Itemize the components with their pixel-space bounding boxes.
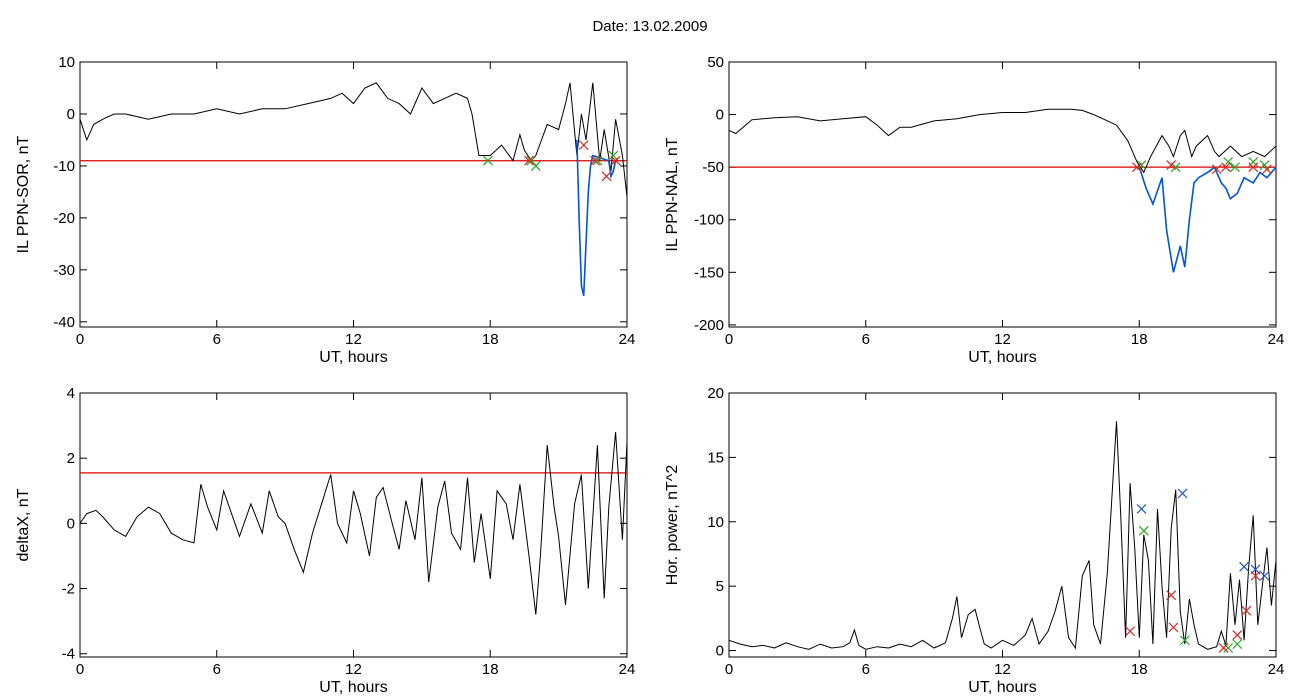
- chart-nal-ytick-label: 50: [707, 54, 724, 71]
- chart-power-marker: [1241, 605, 1252, 616]
- chart-nal-marker: [1248, 162, 1259, 173]
- chart-deltax-xtick-label: 18: [482, 661, 499, 678]
- chart-sor-series-line: [79, 82, 628, 198]
- chart-deltax-xtick-label: 12: [345, 661, 362, 678]
- chart-nal-frame: [728, 61, 1277, 328]
- chart-power-frame: [728, 392, 1277, 658]
- chart-nal-marker: [1220, 162, 1231, 173]
- chart-nal-xtick-label: 12: [994, 331, 1011, 348]
- chart-sor-ytick-label: 0: [67, 106, 75, 123]
- chart-power-marker: [1218, 643, 1229, 653]
- chart-nal-xtick-label: 24: [1268, 331, 1285, 348]
- chart-nal-series-line: [728, 108, 1277, 174]
- chart-power-ytick-label: 0: [716, 643, 724, 660]
- chart-power-marker: [1259, 570, 1270, 581]
- chart-nal-marker: [1132, 162, 1142, 173]
- chart-deltax-xtick-label: 6: [213, 661, 221, 678]
- chart-power-ytick-label: 15: [707, 449, 724, 466]
- chart-sor-series-line: [576, 139, 617, 296]
- chart-power-xtick-label: 0: [725, 661, 733, 678]
- chart-sor-xtick-label: 18: [482, 331, 499, 348]
- page-title: Date: 13.02.2009: [592, 18, 708, 35]
- chart-sor-frame: [79, 61, 628, 328]
- chart-sor-xtick-label: 6: [213, 331, 221, 348]
- chart-nal-xtick-label: 0: [725, 331, 733, 348]
- chart-deltax-ylabel: deltaX, nT: [15, 488, 32, 561]
- chart-nal-marker: [1166, 160, 1177, 170]
- chart-power-marker: [1179, 635, 1190, 646]
- chart-nal-ylabel: IL PPN-NAL, nT: [664, 137, 681, 251]
- chart-power-ytick-label: 10: [707, 514, 724, 531]
- chart-nal-ytick-label: -150: [694, 264, 724, 281]
- chart-power-marker: [1138, 525, 1149, 536]
- chart-nal-ytick-label: -50: [702, 159, 724, 176]
- chart-sor-xtick-label: 0: [76, 331, 84, 348]
- chart-sor-xlabel: UT, hours: [319, 349, 387, 366]
- chart-power-ytick-label: 5: [716, 578, 724, 595]
- chart-deltax-series-line: [79, 432, 628, 615]
- chart-power-xtick-label: 18: [1131, 661, 1148, 678]
- chart-sor-marker: [610, 155, 621, 166]
- chart-sor-ytick-label: -10: [53, 158, 75, 175]
- chart-nal-marker: [1248, 156, 1259, 167]
- chart-nal-xlabel: UT, hours: [968, 349, 1036, 366]
- chart-sor-ytick-label: 10: [58, 54, 75, 71]
- chart-sor-ytick-label: -20: [53, 210, 75, 227]
- chart-deltax-ytick-label: 4: [67, 385, 75, 402]
- chart-sor-marker: [608, 150, 619, 161]
- chart-sor-ytick-label: -30: [53, 262, 75, 279]
- chart-deltax-ytick-label: 2: [67, 450, 75, 467]
- chart-power-marker: [1232, 630, 1243, 641]
- chart-power-ylabel: Hor. power, nT^2: [664, 465, 681, 586]
- chart-power-marker: [1250, 570, 1261, 581]
- chart-nal-ytick-label: 0: [716, 107, 724, 124]
- chart-sor-marker: [483, 155, 493, 166]
- chart-sor-marker: [578, 140, 589, 151]
- chart-sor-ylabel: IL PPN-SOR, nT: [15, 135, 32, 253]
- chart-sor-marker: [590, 155, 601, 166]
- chart-power-xtick-label: 12: [994, 661, 1011, 678]
- chart-nal-marker: [1223, 156, 1234, 167]
- chart-power-marker: [1136, 503, 1147, 514]
- chart-sor-ytick-label: -40: [53, 314, 75, 331]
- chart-deltax-ytick-label: -2: [62, 581, 75, 598]
- chart-sor-marker: [601, 171, 612, 182]
- chart-nal-series-line: [1138, 165, 1277, 273]
- chart-deltax-xtick-label: 0: [76, 661, 84, 678]
- chart-nal-xtick-label: 18: [1131, 331, 1148, 348]
- chart-nal-xtick-label: 6: [862, 331, 870, 348]
- chart-sor-marker: [524, 155, 534, 166]
- chart-nal-ytick-label: -100: [694, 212, 724, 229]
- chart-deltax-ytick-label: -4: [62, 646, 75, 663]
- chart-power-marker: [1125, 626, 1136, 637]
- chart-sor-marker: [530, 160, 541, 171]
- chart-power-marker: [1168, 622, 1179, 633]
- chart-power-marker: [1232, 639, 1243, 650]
- chart-nal-marker: [1211, 164, 1222, 175]
- chart-deltax-ytick-label: 0: [67, 515, 75, 532]
- chart-sor-xtick-label: 12: [345, 331, 362, 348]
- chart-power-ytick-label: 20: [707, 385, 724, 402]
- chart-power-marker: [1223, 643, 1234, 653]
- chart-deltax-xtick-label: 24: [619, 661, 636, 678]
- chart-power-xtick-label: 24: [1268, 661, 1285, 678]
- chart-sor-xtick-label: 24: [619, 331, 636, 348]
- chart-power-xtick-label: 6: [862, 661, 870, 678]
- chart-power-marker: [1177, 488, 1188, 499]
- chart-nal-ytick-label: -200: [694, 317, 724, 334]
- chart-power-marker: [1166, 590, 1177, 601]
- chart-nal-marker: [1261, 164, 1272, 175]
- chart-power-marker: [1239, 561, 1250, 572]
- chart-power-xlabel: UT, hours: [968, 679, 1036, 696]
- chart-power-series-line: [728, 421, 1277, 650]
- chart-deltax-xlabel: UT, hours: [319, 679, 387, 696]
- chart-sor-marker: [592, 155, 603, 166]
- chart-deltax-frame: [79, 392, 628, 658]
- chart-nal-marker: [1230, 162, 1240, 173]
